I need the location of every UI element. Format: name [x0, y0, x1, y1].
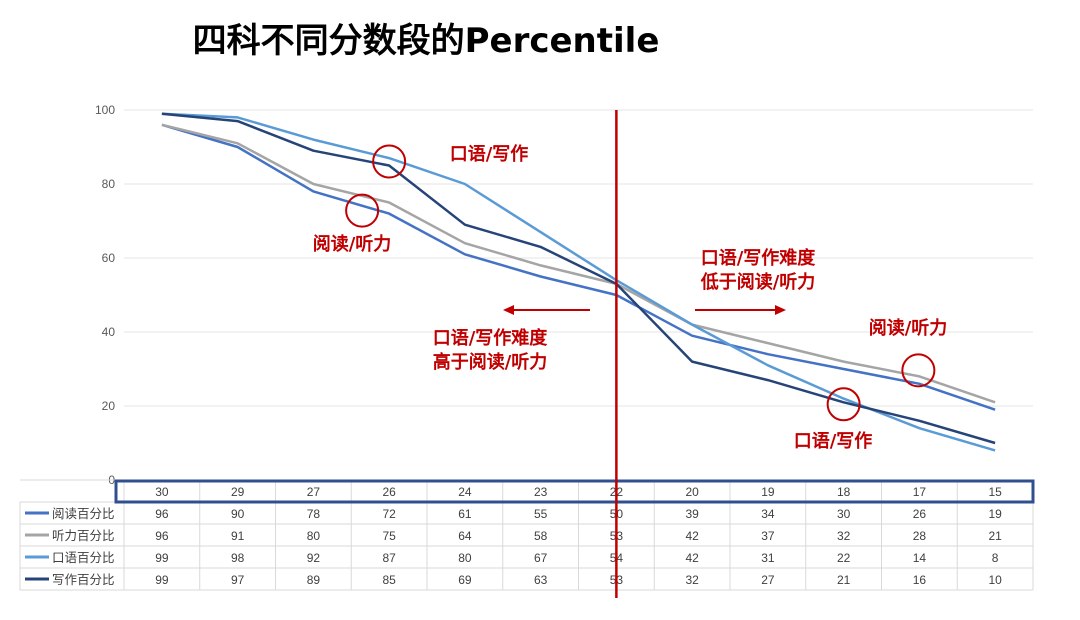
data-label: 80 [458, 551, 472, 565]
x-tick-label: 20 [685, 485, 699, 499]
data-label: 42 [685, 551, 699, 565]
data-label: 92 [307, 551, 321, 565]
data-label: 99 [155, 551, 169, 565]
data-label: 21 [837, 573, 851, 587]
data-label: 32 [837, 529, 851, 543]
legend-label: 听力百分比 [52, 528, 115, 543]
series-line-3 [161, 112, 996, 452]
y-tick-label: 40 [102, 325, 116, 339]
y-tick-label: 100 [95, 103, 115, 117]
data-label: 87 [382, 551, 396, 565]
data-label: 28 [913, 529, 927, 543]
data-label: 80 [307, 529, 321, 543]
x-tick-label: 29 [231, 485, 245, 499]
annotation-text: 阅读/听力 [869, 317, 948, 339]
annotation-text: 低于阅读/听力 [700, 271, 816, 293]
data-label: 67 [534, 551, 548, 565]
data-label: 61 [458, 507, 472, 521]
data-label: 96 [155, 507, 169, 521]
data-label: 14 [913, 551, 927, 565]
y-tick-label: 20 [102, 399, 116, 413]
x-tick-label: 24 [458, 485, 472, 499]
data-label: 34 [761, 507, 775, 521]
y-tick-label: 60 [102, 251, 116, 265]
data-label: 39 [685, 507, 699, 521]
series-line-2 [161, 123, 996, 404]
highlight-circle-speak-write-bottom [826, 387, 861, 422]
annotation-text: 口语/写作难度 [433, 327, 549, 349]
series-line-1 [161, 123, 996, 411]
data-label: 58 [534, 529, 548, 543]
data-label: 97 [231, 573, 245, 587]
annotation-text: 口语/写作 [450, 143, 529, 165]
data-label: 21 [988, 529, 1002, 543]
x-tick-label: 27 [307, 485, 321, 499]
data-label: 30 [837, 507, 851, 521]
data-label: 96 [155, 529, 169, 543]
highlight-circle-speak-write-top [372, 144, 407, 179]
data-label: 78 [307, 507, 321, 521]
legend-label: 口语百分比 [52, 550, 115, 565]
y-tick-label: 80 [102, 177, 116, 191]
score-row-highlight [114, 479, 1035, 504]
data-label: 72 [382, 507, 396, 521]
data-label: 64 [458, 529, 472, 543]
legend-label: 写作百分比 [52, 572, 115, 587]
data-label: 22 [837, 551, 851, 565]
data-label: 8 [992, 551, 999, 565]
annotations: 口语/写作阅读/听力口语/写作难度高于阅读/听力口语/写作难度低于阅读/听力阅读… [313, 143, 948, 452]
data-table: 30 29 27 26 24 23 22 20 19 18 17 15 阅读百分比 96 90 78 72 61 5… [19, 479, 1035, 591]
x-tick-label: 19 [761, 485, 775, 499]
x-tick-label: 23 [534, 485, 548, 499]
x-tick-label: 30 [155, 485, 169, 499]
gridlines [124, 109, 1033, 407]
data-label: 19 [988, 507, 1002, 521]
data-label: 91 [231, 529, 245, 543]
highlight-circle-read-listen-top [345, 193, 380, 228]
data-label: 75 [382, 529, 396, 543]
data-label: 42 [685, 529, 699, 543]
data-label: 99 [155, 573, 169, 587]
data-label: 90 [231, 507, 245, 521]
x-tick-label: 15 [988, 485, 1002, 499]
annotation-text: 口语/写作难度 [701, 247, 817, 269]
x-tick-label: 17 [913, 485, 927, 499]
data-label: 10 [988, 573, 1002, 587]
data-label: 69 [458, 573, 472, 587]
arrow-left-head [503, 305, 514, 315]
data-label: 27 [761, 573, 775, 587]
data-label: 31 [761, 551, 775, 565]
data-label: 55 [534, 507, 548, 521]
data-label: 37 [761, 529, 775, 543]
x-tick-label: 18 [837, 485, 851, 499]
data-label: 85 [382, 573, 396, 587]
arrow-right-head [775, 305, 786, 315]
annotation-text: 阅读/听力 [313, 233, 392, 255]
data-label: 98 [231, 551, 245, 565]
annotation-text: 高于阅读/听力 [433, 351, 548, 373]
data-label: 26 [913, 507, 927, 521]
annotation-text: 口语/写作 [794, 430, 873, 452]
data-label: 89 [307, 573, 321, 587]
series-line-4 [161, 112, 996, 445]
highlight-circle-read-listen-bottom [901, 353, 936, 388]
series-lines [161, 112, 996, 452]
data-label: 63 [534, 573, 548, 587]
data-label: 32 [685, 573, 699, 587]
data-label: 16 [913, 573, 927, 587]
x-tick-label: 26 [382, 485, 396, 499]
chart-title: 四科不同分数段的Percentile [193, 21, 660, 61]
legend-label: 阅读百分比 [52, 506, 115, 521]
